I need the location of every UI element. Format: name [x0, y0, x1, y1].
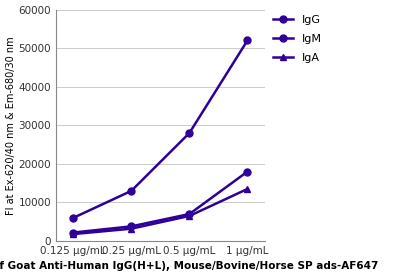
- IgM: [245, 170, 250, 173]
- Line: IgM: IgM: [70, 168, 251, 236]
- IgG: [71, 216, 76, 220]
- IgA: [245, 187, 250, 191]
- IgG: [187, 131, 192, 135]
- IgA: [187, 214, 192, 218]
- IgM: [71, 231, 76, 234]
- IgA: [129, 227, 134, 230]
- IgA: [71, 232, 76, 236]
- X-axis label: Dilution of Goat Anti-Human IgG(H+L), Mouse/Bovine/Horse SP ads-AF647: Dilution of Goat Anti-Human IgG(H+L), Mo…: [0, 261, 378, 271]
- IgG: [245, 39, 250, 42]
- IgG: [129, 189, 134, 193]
- Y-axis label: FI at Ex-620/40 nm & Em-680/30 nm: FI at Ex-620/40 nm & Em-680/30 nm: [6, 36, 16, 215]
- Line: IgA: IgA: [70, 186, 251, 238]
- Line: IgG: IgG: [70, 37, 251, 221]
- IgM: [129, 225, 134, 228]
- IgM: [187, 212, 192, 216]
- Legend: IgG, IgM, IgA: IgG, IgM, IgA: [272, 15, 322, 63]
